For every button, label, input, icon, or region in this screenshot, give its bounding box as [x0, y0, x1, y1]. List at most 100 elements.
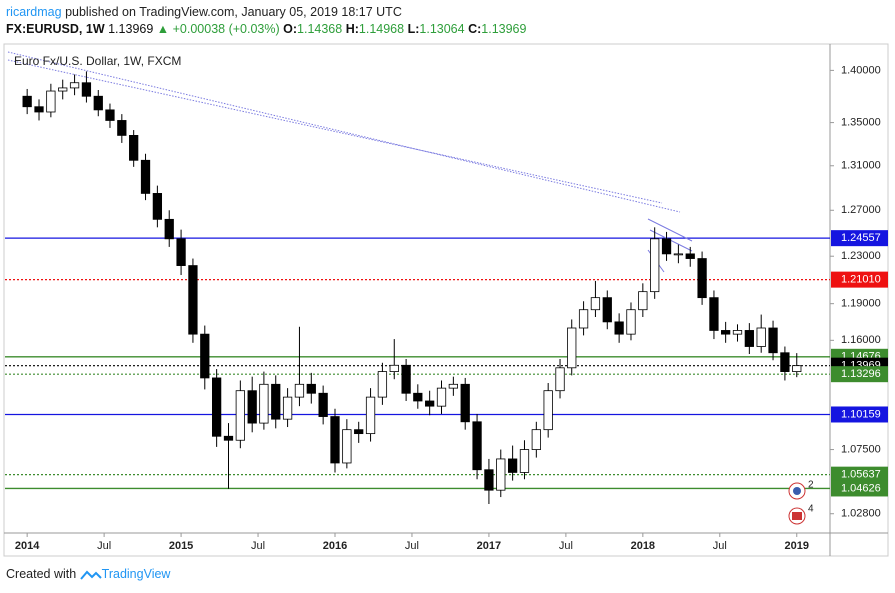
level-label: 1.10159 [841, 408, 881, 420]
footer-brand[interactable]: TradingView [101, 567, 171, 581]
candle-body [756, 327, 766, 347]
candle-body [567, 327, 577, 369]
candle-body [93, 95, 103, 111]
change: ▲ +0.00038 (+0.03%) [156, 22, 280, 36]
candle-body [271, 383, 281, 420]
quote-line: FX:EURUSD, 1W 1.13969 ▲ +0.00038 (+0.03%… [6, 22, 526, 36]
level-label-box [831, 466, 888, 483]
publish-line: ricardmag published on TradingView.com, … [6, 5, 402, 19]
candle-body [578, 309, 589, 329]
candle-body [709, 297, 719, 331]
candle-body [235, 390, 245, 441]
candle-body [425, 400, 435, 407]
candle-body [673, 253, 684, 256]
candle-body [626, 309, 636, 335]
candle-body [129, 135, 139, 161]
candle-body [484, 469, 494, 491]
candle-body [519, 449, 530, 473]
level-label: 1.21010 [841, 274, 881, 286]
level-label-box [831, 406, 888, 423]
x-tick-label: Jul [251, 540, 265, 552]
candle-body [472, 421, 482, 471]
channel-line [647, 218, 693, 242]
candle-body [282, 396, 293, 420]
high-label: H: [345, 22, 359, 36]
y-tick-label: 1.16000 [841, 334, 881, 346]
candle-body [768, 327, 778, 354]
candle-body [555, 367, 565, 392]
level-label: 1.13296 [841, 368, 881, 380]
candle-body [22, 95, 32, 108]
candle-body [164, 218, 174, 240]
candle-body [105, 109, 115, 121]
level-label: 1.04626 [841, 482, 881, 494]
event-icon-inner [792, 512, 802, 520]
publish-info: published on TradingView.com, January 05… [65, 5, 402, 19]
candle-body [200, 333, 210, 379]
candle-body [590, 297, 601, 311]
author[interactable]: ricardmag [6, 5, 62, 19]
candle-body [780, 352, 790, 372]
y-tick-label: 1.19000 [841, 298, 881, 310]
level-label-box [831, 230, 888, 247]
trend-line [7, 59, 663, 204]
candle-body [318, 392, 328, 417]
low-label: L: [407, 22, 420, 36]
chart: Euro Fx/U.S. Dollar, 1W, FXCM 2 4 1.0280… [3, 43, 889, 557]
y-tick-label: 1.35000 [841, 116, 881, 128]
candle-body [389, 364, 399, 372]
candle-body [614, 321, 624, 335]
candle-body [638, 291, 648, 311]
candle-body [176, 238, 186, 266]
event-count: 4 [808, 504, 814, 515]
open-label: O: [283, 22, 298, 36]
candle-body [792, 365, 802, 372]
candle-body [294, 383, 305, 398]
open-value: 1.14368 [297, 22, 343, 36]
event-icon-inner [793, 487, 801, 495]
candle-body [401, 364, 411, 394]
close-value: 1.13969 [481, 22, 527, 36]
x-tick-label: 2016 [323, 540, 347, 552]
x-tick-label: 2014 [15, 540, 40, 552]
level-label-box [831, 271, 888, 288]
high-value: 1.14968 [358, 22, 405, 36]
trend-line [7, 51, 681, 213]
footer-text: Created with [6, 567, 77, 581]
y-tick-label: 1.02800 [841, 508, 881, 520]
x-tick-label: 2019 [785, 540, 809, 552]
candle-body [531, 429, 541, 450]
x-tick-label: Jul [713, 540, 727, 552]
candle-body [188, 265, 198, 335]
x-tick-label: 2015 [169, 540, 193, 552]
candle-body [496, 458, 506, 491]
last-price: 1.13969 [108, 22, 154, 36]
logo [79, 570, 102, 580]
candle-body [247, 390, 257, 424]
x-tick-label: 2017 [477, 540, 501, 552]
candle-body [697, 258, 707, 299]
level-label: 1.05637 [841, 469, 881, 481]
candle-body [34, 106, 44, 113]
candle-body [448, 383, 458, 389]
candle-body [212, 377, 222, 437]
candle-body [306, 383, 316, 394]
candle-body [152, 193, 163, 220]
candle-body [330, 416, 340, 464]
candle-body [342, 429, 352, 464]
candle-body [460, 383, 470, 423]
x-tick-label: Jul [97, 540, 111, 552]
candle-body [744, 330, 754, 347]
candle-body [436, 387, 447, 407]
candle-body [117, 120, 127, 136]
candle-body [81, 82, 92, 97]
symbol: FX:EURUSD, 1W [6, 22, 105, 36]
candle-body [685, 253, 695, 259]
chart-title: Euro Fx/U.S. Dollar, 1W, FXCM [14, 54, 181, 68]
y-tick-label: 1.40000 [841, 64, 881, 76]
event-count: 2 [808, 480, 814, 491]
y-tick-label: 1.27000 [841, 204, 881, 216]
candle-body [46, 90, 56, 113]
candle-body [69, 82, 80, 89]
